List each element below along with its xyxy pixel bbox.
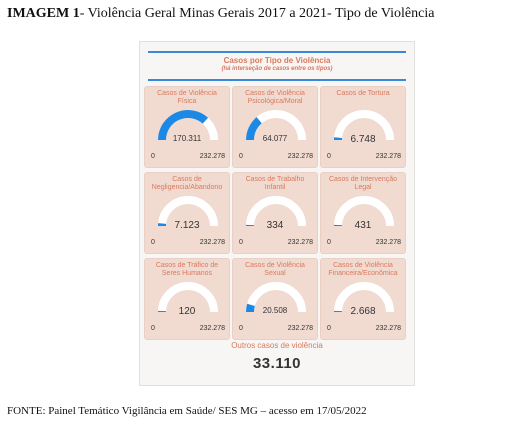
- gauge-track: [246, 282, 306, 313]
- gauge-arc: [157, 196, 218, 227]
- gauge-card[interactable]: Casos de Tortura 6.748 0 232.278: [320, 86, 406, 168]
- gauge-arc: [245, 282, 306, 313]
- panel-title: Casos por Tipo de Violência: [223, 56, 331, 65]
- gauge-card-label: Casos de Violência Psicológica/Moral: [245, 90, 305, 105]
- gauge-track: [334, 282, 394, 313]
- gauge-max-label: 232.278: [199, 153, 225, 160]
- gauge-card[interactable]: Casos de Intervenção Legal 431 0 232.278: [320, 172, 406, 254]
- gauge-card-label: Casos de Negligencia/Abandono: [151, 176, 223, 191]
- gauge-card-value: 20.508: [262, 306, 288, 315]
- gauge-fill: [245, 303, 255, 313]
- gauge-track: [158, 282, 218, 313]
- gauge-fill: [246, 117, 262, 141]
- gauge-card-label: Casos de Trabalho Infantil: [245, 176, 305, 191]
- other-cases-label: Outros casos de violência: [231, 341, 323, 350]
- gauge-card-value: 170.311: [172, 134, 202, 143]
- gauge-max-label: 232.278: [287, 153, 313, 160]
- gauge-card-value: 334: [266, 220, 284, 231]
- gauge-fill: [158, 110, 209, 141]
- gauge-min-label: 0: [239, 325, 243, 332]
- gauge-track: [158, 196, 218, 227]
- gauge-card-value: 6.748: [350, 134, 376, 145]
- gauge-max-label: 232.278: [287, 325, 313, 332]
- gauge-min-label: 0: [151, 325, 155, 332]
- gauge-card-value: 431: [354, 220, 372, 231]
- gauge-max-label: 232.278: [199, 325, 225, 332]
- gauge-card[interactable]: Casos de Tráfico de Seres Humanos 120 0 232…: [144, 258, 230, 340]
- other-cases-value: 33.110: [252, 355, 302, 372]
- panel-bottom-divider: [148, 79, 406, 81]
- gauge-card-value: 7.123: [174, 220, 200, 231]
- gauge-min-label: 0: [327, 325, 331, 332]
- panel-subtitle: (há interseção de casos entre os tipos): [221, 66, 333, 72]
- gauge-card[interactable]: Casos de Trabalho Infantil 334 0 232.278: [232, 172, 318, 254]
- gauge-arc: [334, 282, 394, 313]
- gauge-arc: [158, 282, 218, 313]
- gauge-card[interactable]: Casos de Violência Psicológica/Moral 64.0…: [232, 86, 318, 168]
- gauge-track: [334, 196, 394, 227]
- violence-type-panel: Casos por Tipo de Violência (há interseç…: [139, 41, 415, 386]
- gauge-card-value: 2.668: [350, 306, 376, 317]
- gauge-card[interactable]: Casos de Violência Física 170.311 0 232.278: [144, 86, 230, 168]
- gauge-card-label: Casos de Tortura: [336, 90, 390, 97]
- gauge-min-label: 0: [151, 153, 155, 160]
- gauge-card-label: Casos de Violência Financeira/Econômica: [328, 262, 398, 277]
- gauge-card-label: Casos de Violência Física: [157, 90, 217, 105]
- gauge-max-label: 232.278: [375, 153, 401, 160]
- gauge-arc: [334, 110, 394, 141]
- document-title: IMAGEM 1- Violência Geral Minas Gerais 2…: [7, 6, 434, 22]
- gauge-max-label: 232.278: [375, 325, 401, 332]
- panel-top-divider: [148, 51, 406, 53]
- gauge-min-label: 0: [239, 239, 243, 246]
- gauge-arc: [246, 110, 306, 141]
- gauge-card-value: 120: [178, 306, 196, 317]
- gauge-arc: [158, 110, 218, 141]
- gauge-card-label: Casos de Intervenção Legal: [328, 176, 398, 191]
- gauge-min-label: 0: [327, 153, 331, 160]
- gauge-card-value: 64.077: [262, 134, 288, 143]
- source-caption: FONTE: Painel Temático Vigilância em Saú…: [7, 405, 367, 417]
- gauge-card-label: Casos de Tráfico de Seres Humanos: [155, 262, 219, 277]
- gauge-track: [246, 196, 306, 227]
- gauge-track: [334, 110, 394, 141]
- gauge-max-label: 232.278: [375, 239, 401, 246]
- gauge-arc: [246, 196, 306, 227]
- gauge-card[interactable]: Casos de Violência Sexual 20.508 0 232.278: [232, 258, 318, 340]
- gauge-max-label: 232.278: [199, 239, 225, 246]
- gauge-card[interactable]: Casos de Negligencia/Abandono 7.123 0 232.2…: [144, 172, 230, 254]
- gauge-arc: [334, 196, 394, 227]
- gauge-max-label: 232.278: [287, 239, 313, 246]
- gauge-card-label: Casos de Violência Sexual: [245, 262, 305, 277]
- gauge-card[interactable]: Casos de Violência Financeira/Econômica 2…: [320, 258, 406, 340]
- document-title-bold: IMAGEM 1: [7, 6, 80, 21]
- document-title-rest: - Violência Geral Minas Gerais 2017 a 20…: [79, 6, 435, 21]
- gauge-min-label: 0: [239, 153, 243, 160]
- gauge-min-label: 0: [151, 239, 155, 246]
- gauge-min-label: 0: [327, 239, 331, 246]
